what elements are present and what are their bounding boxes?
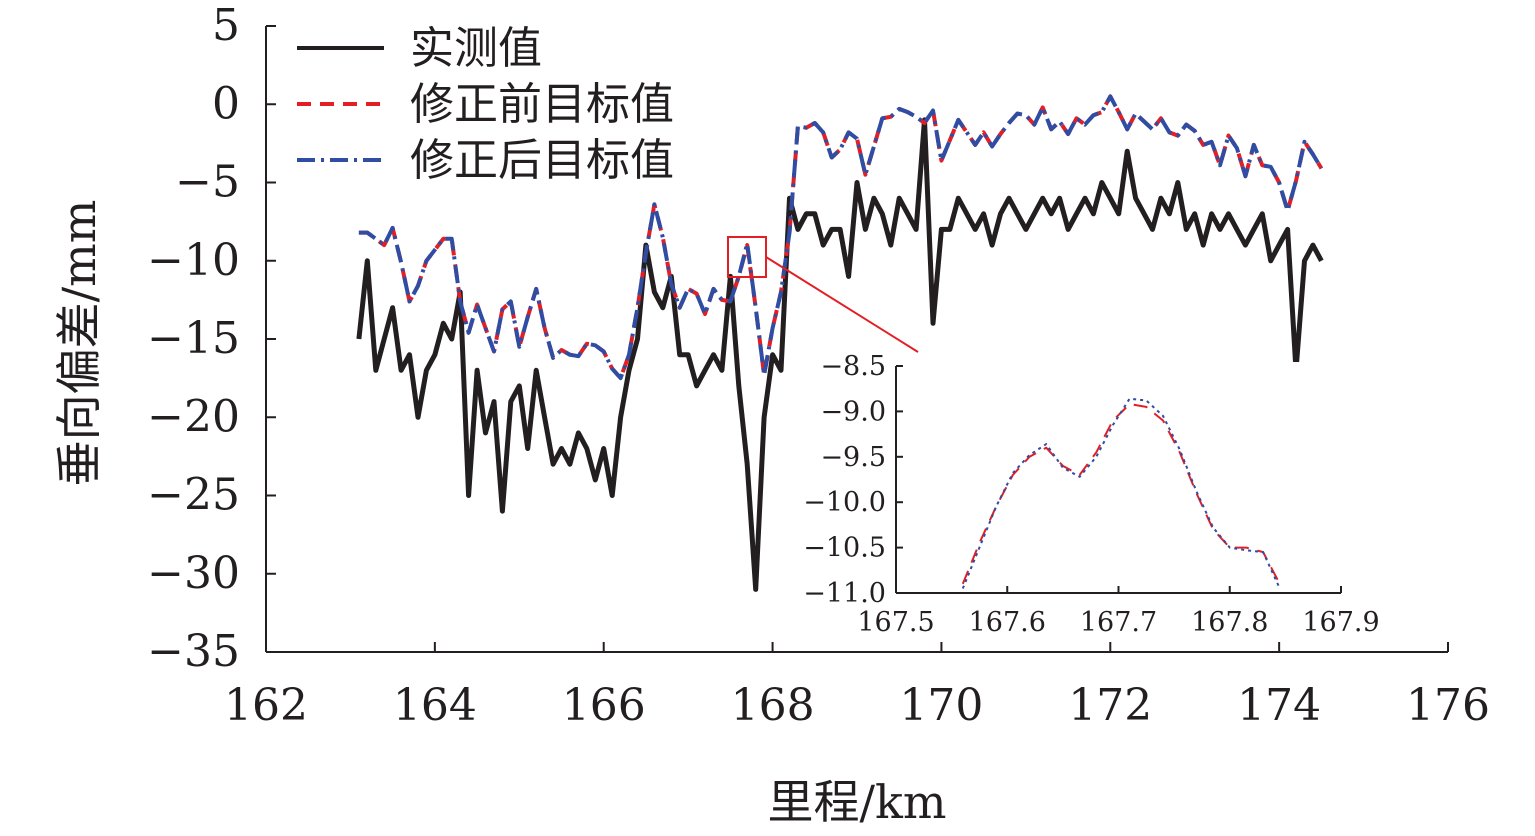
inset-background xyxy=(880,362,1342,594)
main-y-ticks: 5 0 −5 −10 −15 −20 −25 −30 −35 xyxy=(147,0,276,677)
y-tick-label: −30 xyxy=(147,548,240,599)
main-x-ticks: 162 164 166 168 170 172 174 176 xyxy=(224,642,1490,731)
legend-label-after-correction: 修正后目标值 xyxy=(410,135,674,186)
inset-x-tick-label: 167.8 xyxy=(1191,607,1268,638)
inset-y-tick-label: −9.0 xyxy=(820,396,886,427)
inset-y-tick-label: −11.0 xyxy=(803,578,886,609)
inset-y-ticks: −8.5 −9.0 −9.5 −10.0 −10.5 −11.0 xyxy=(803,351,903,609)
inset-x-tick-label: 167.7 xyxy=(1080,607,1157,638)
x-tick-label: 170 xyxy=(899,680,983,731)
series-line-2 xyxy=(358,94,1324,381)
inset-background-rect xyxy=(880,362,1342,594)
x-tick-label: 174 xyxy=(1237,680,1321,731)
x-axis-title: 里程/km xyxy=(768,775,947,829)
inset-y-tick-label: −8.5 xyxy=(820,351,886,382)
inset-x-tick-label: 167.9 xyxy=(1302,607,1379,638)
zoom-connector-line xyxy=(765,256,919,353)
x-tick-label: 166 xyxy=(562,680,646,731)
inset-x-ticks: 167.5 167.6 167.7 167.8 167.9 xyxy=(857,586,1380,638)
series-line-0 xyxy=(356,117,1324,592)
inset-y-tick-label: −9.5 xyxy=(820,442,886,473)
inset-series xyxy=(961,397,1281,589)
x-tick-label: 176 xyxy=(1406,680,1490,731)
x-tick-label: 168 xyxy=(731,680,815,731)
x-tick-label: 172 xyxy=(1068,680,1152,731)
legend: 实测值 修正前目标值 修正后目标值 xyxy=(297,23,674,186)
inset-y-tick-label: −10.5 xyxy=(803,533,886,564)
y-tick-label: 0 xyxy=(212,78,240,129)
main-series xyxy=(356,94,1324,592)
y-tick-label: −35 xyxy=(147,626,240,677)
series-line-1 xyxy=(358,94,1324,381)
x-tick-label: 162 xyxy=(224,680,308,731)
inset-series-line-1 xyxy=(961,397,1281,589)
y-tick-label: −10 xyxy=(147,235,240,286)
y-tick-label: −20 xyxy=(147,391,240,442)
inset-y-tick-label: −10.0 xyxy=(803,487,886,518)
legend-label-before-correction: 修正前目标值 xyxy=(410,79,674,130)
inset-x-tick-label: 167.6 xyxy=(969,607,1046,638)
legend-label-measured: 实测值 xyxy=(410,23,542,74)
y-tick-label: 5 xyxy=(212,0,240,51)
y-tick-label: −15 xyxy=(147,313,240,364)
y-tick-label: −25 xyxy=(147,470,240,521)
inset-x-tick-label: 167.5 xyxy=(857,607,934,638)
y-axis-title: 垂向偏差/mm xyxy=(52,200,106,487)
y-tick-label: −5 xyxy=(175,157,240,208)
x-tick-label: 164 xyxy=(393,680,477,731)
